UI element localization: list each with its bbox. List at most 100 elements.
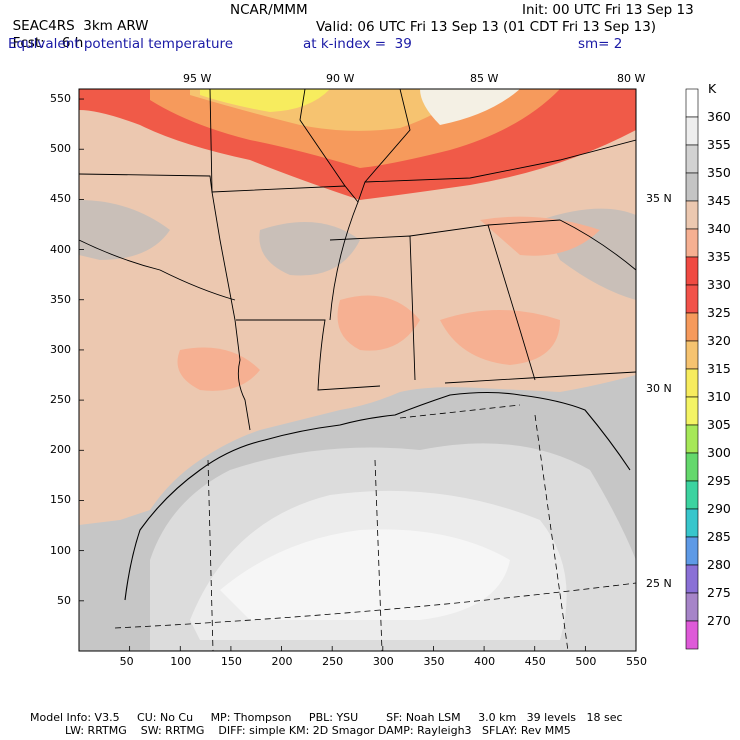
colorbar-swatch (685, 88, 699, 118)
colorbar-label: 330 (707, 277, 731, 292)
colorbar-swatch (685, 144, 699, 174)
colorbar-swatch (685, 340, 699, 370)
y-tick-label: 550 (50, 92, 71, 106)
colorbar-label: 280 (707, 557, 731, 572)
x-tick-label: 250 (322, 655, 344, 668)
colorbar-label: 320 (707, 333, 731, 348)
colorbar-swatch (685, 508, 699, 538)
state-border-mo-ky (299, 89, 346, 187)
init-time: Init: 00 UTC Fri 13 Sep 13 (522, 2, 694, 18)
colorbar-swatch (685, 368, 699, 398)
longitude-label: 80 W (617, 72, 646, 85)
colorbar-label: 345 (707, 193, 731, 208)
state-border-ok-ar (209, 89, 251, 431)
land-field-335a (337, 295, 420, 351)
x-tick-label: 200 (271, 655, 293, 668)
model-resolution: 3km ARW (83, 18, 149, 34)
colorbar-label: 355 (707, 137, 731, 152)
y-tick-label: 150 (50, 493, 71, 507)
colorbar-label: 290 (707, 501, 731, 516)
state-border-red-river (79, 239, 236, 301)
colorbar-swatch (685, 424, 699, 454)
colorbar-swatch (685, 256, 699, 286)
colorbar-swatch (685, 200, 699, 230)
longitude-label: 85 W (470, 72, 499, 85)
x-tick-label: 100 (170, 655, 192, 668)
x-tick-label: 500 (575, 655, 597, 668)
forecast-value: 6 h (61, 35, 84, 51)
gulf-coastline (124, 391, 631, 601)
colorbar-label: 335 (707, 249, 731, 264)
x-tick-label: 150 (220, 655, 242, 668)
parallel-25n (114, 582, 636, 629)
y-tick-label: 50 (57, 593, 71, 607)
x-tick-label: 350 (423, 655, 445, 668)
field-name: Equivalent potential temperature (8, 36, 234, 52)
colorbar-swatch (685, 312, 699, 342)
colorbar-label: 305 (707, 417, 731, 432)
y-tick-label: 300 (50, 342, 71, 356)
longitude-label: 95 W (183, 72, 212, 85)
colorbar-label: 350 (707, 165, 731, 180)
colorbar-label: 275 (707, 585, 731, 600)
colorbar-unit: K (708, 81, 717, 96)
x-tick-label: 450 (524, 655, 546, 668)
land-field-335d (480, 216, 600, 256)
smoothing-info: sm= 2 (578, 36, 623, 52)
colorbar-swatch (685, 592, 699, 622)
northern-band-310 (200, 89, 330, 112)
meridian-95w (207, 459, 214, 651)
lat-lon-grid (114, 404, 636, 651)
map-fields (79, 89, 636, 651)
colorbar-swatch (685, 172, 699, 202)
y-tick-label: 250 (50, 393, 71, 407)
land-field-345a (259, 222, 360, 276)
y-tick-label: 400 (50, 242, 71, 256)
political-boundaries (79, 89, 636, 601)
colorbar-label: 285 (707, 529, 731, 544)
model-name: SEAC4RS (12, 18, 75, 34)
x-tick-label: 50 (119, 655, 134, 668)
y-tick-label: 350 (50, 292, 71, 306)
land-field-345b (79, 200, 170, 260)
state-border-il-in (364, 89, 411, 183)
state-border-fl (444, 371, 636, 384)
state-border-ga-sc (487, 219, 636, 271)
colorbar-swatch (685, 116, 699, 146)
y-tick-label: 450 (50, 192, 71, 206)
organization: NCAR/MMM (230, 2, 308, 18)
colorbar-label: 315 (707, 361, 731, 376)
mississippi-river (329, 201, 359, 321)
longitude-label: 90 W (326, 72, 355, 85)
y-tick-label: 500 (50, 142, 71, 156)
land-field-335c (440, 310, 560, 365)
colorbar-label: 295 (707, 473, 731, 488)
state-border-al-ga (409, 224, 536, 381)
level-info: at k-index = 39 (303, 36, 412, 52)
state-border-ar-la (236, 319, 381, 391)
colorbar-swatch (685, 620, 699, 650)
axis-ticks (79, 98, 637, 651)
model-title: SEAC4RS 3km ARW (4, 2, 149, 34)
footer-physics-info: LW: RRTMG SW: RRTMG DIFF: simple KM: 2D … (65, 724, 571, 737)
colorbar-swatch (685, 396, 699, 426)
colorbar-swatch (685, 452, 699, 482)
colorbar-swatch (685, 536, 699, 566)
latitude-label: 35 N (646, 192, 672, 205)
x-tick-label: 400 (474, 655, 496, 668)
y-tick-label: 200 (50, 443, 71, 457)
colorbar-label: 360 (707, 109, 731, 124)
footer-model-info: Model Info: V3.5 CU: No Cu MP: Thompson … (30, 711, 623, 724)
forecast-hour: Fcst: 6 h (4, 19, 84, 51)
latitude-label: 25 N (646, 577, 672, 590)
map-frame (78, 88, 637, 652)
valid-time: Valid: 06 UTC Fri 13 Sep 13 (01 CDT Fri … (316, 19, 657, 35)
colorbar-label: 310 (707, 389, 731, 404)
gulf-field-360 (220, 529, 510, 620)
colorbar-label: 270 (707, 613, 731, 628)
colorbar-label: 325 (707, 305, 731, 320)
x-tick-label: 300 (372, 655, 394, 668)
colorbar-label: 300 (707, 445, 731, 460)
colorbar-label: 340 (707, 221, 731, 236)
